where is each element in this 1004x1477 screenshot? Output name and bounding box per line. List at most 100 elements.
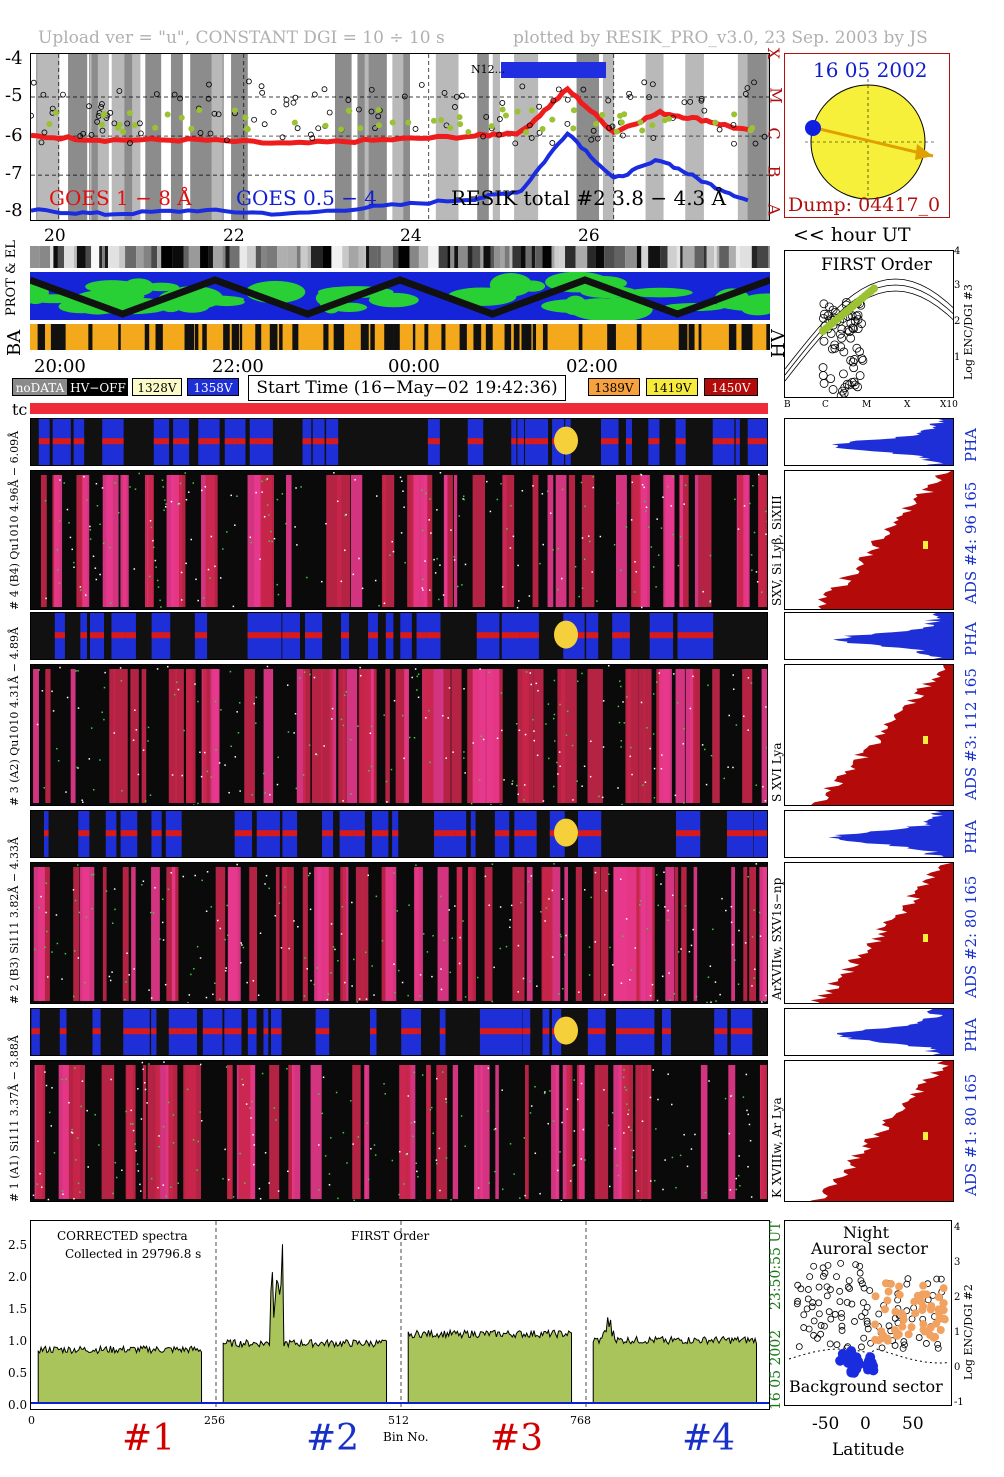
- pha-column: [43, 811, 49, 857]
- spectrogram-pixel: [549, 1090, 551, 1092]
- spectrogram-column: [383, 475, 387, 607]
- spectrogram-pixel: [752, 485, 754, 487]
- spectrogram-pixel: [180, 571, 183, 574]
- legend-nodata: noDATA: [12, 378, 68, 396]
- spectrogram-pixel: [581, 537, 584, 539]
- spectrogram-pixel: [559, 933, 562, 936]
- night-band: [514, 54, 522, 220]
- pha-column: [756, 811, 767, 857]
- spectrogram-pixel: [207, 568, 210, 571]
- spectra-title: CORRECTED spectra: [57, 1229, 188, 1243]
- spectrogram-pixel: [723, 777, 726, 780]
- spectrogram-pixel: [133, 568, 136, 570]
- spectrogram-pixel: [709, 554, 712, 557]
- spectrogram-pixel: [456, 585, 459, 588]
- spectrogram-pixel: [724, 1097, 727, 1100]
- pha-column: [372, 811, 389, 857]
- orbit-ytick: -1: [954, 1397, 964, 1408]
- prot-el-cell: [255, 246, 262, 268]
- spectrogram-pixel: [66, 508, 69, 511]
- spectrogram-pixel: [170, 872, 172, 874]
- pha-column: [38, 419, 50, 465]
- spectrogram-pixel: [499, 947, 502, 950]
- resik-green-point: [617, 112, 624, 119]
- resik-point: [197, 129, 204, 136]
- orbit-point: [815, 1299, 823, 1307]
- background-point: [849, 1367, 860, 1378]
- resik-green-point: [115, 124, 122, 131]
- first-order-point: [830, 340, 840, 350]
- pha-column: [401, 1009, 418, 1055]
- spectrogram-pixel: [197, 700, 199, 703]
- spectrogram-pixel: [356, 1001, 358, 1003]
- spectrogram-pixel: [344, 981, 346, 984]
- prot-el-cell: [728, 246, 736, 268]
- spectrogram-pixel: [343, 694, 346, 697]
- prot-el-cell: [398, 246, 410, 268]
- spectrogram-pixel: [755, 784, 758, 786]
- spectrogram-column: [451, 669, 462, 803]
- spectrogram-pixel: [344, 514, 346, 517]
- prot-el-cell: [125, 246, 137, 268]
- spectrogram-pixel: [521, 489, 524, 492]
- spectrogram-pixel: [560, 1199, 563, 1201]
- first-order-point: [826, 374, 836, 383]
- orbit-point: [827, 1315, 835, 1323]
- spectrogram-pixel: [544, 920, 546, 922]
- first-order-point: [837, 333, 847, 343]
- spectrogram-pixel: [277, 593, 280, 596]
- orbit-point: [833, 1273, 840, 1281]
- first-order-point: [839, 388, 849, 397]
- spectrogram-pixel: [77, 1182, 80, 1185]
- hour-axis-label: << hour UT: [793, 224, 911, 246]
- resik-point: [206, 81, 212, 88]
- pha-column: [341, 613, 350, 659]
- spectrogram-pixel: [626, 696, 628, 698]
- spectrogram-pixel: [177, 1182, 180, 1184]
- spectrogram-column: [338, 475, 351, 607]
- pha-column: [738, 811, 754, 857]
- spectrogram-pixel: [277, 756, 279, 759]
- spectrogram-column: [633, 867, 640, 1001]
- spectrogram-pixel: [262, 772, 265, 775]
- spectrogram-pixel: [250, 541, 253, 544]
- spectrogram-pixel: [71, 1128, 73, 1131]
- pha-column: [510, 1009, 516, 1055]
- spectrogram-pixel: [62, 1193, 64, 1195]
- spectrogram-pixel: [552, 717, 555, 720]
- spectrogram-pixel: [150, 997, 153, 999]
- spectrogram-pixel: [52, 710, 55, 712]
- spectrogram-pixel: [440, 988, 443, 991]
- spectrogram-pixel: [226, 904, 228, 907]
- spectrogram-pixel: [105, 890, 108, 892]
- spectrogram-pixel: [710, 754, 713, 757]
- spectrogram-pixel: [148, 989, 150, 991]
- prot-el-cell: [296, 246, 301, 268]
- spectrogram-pixel: [101, 487, 104, 489]
- first-order-point: [819, 379, 829, 388]
- resik-point: [549, 140, 556, 146]
- prot-el-blob: [79, 291, 145, 302]
- pha-column: [341, 811, 354, 857]
- prot-el-cell: [467, 246, 473, 268]
- ba-cell: [231, 324, 240, 350]
- spectrogram-pixel: [187, 1002, 189, 1003]
- spectrogram-pixel: [227, 1178, 230, 1181]
- first-order-point: [819, 313, 828, 323]
- spectrogram-pixel: [728, 805, 730, 806]
- orbit-ytick: 2: [954, 1292, 961, 1303]
- spec-ytick: 2.0: [8, 1270, 28, 1284]
- spectrogram-pixel: [454, 905, 456, 907]
- spectrogram-pixel: [265, 874, 268, 877]
- spectrogram-pixel: [351, 901, 353, 904]
- spectrogram-column: [566, 1065, 573, 1199]
- ba-cell: [524, 324, 532, 350]
- spectrogram-pixel: [104, 671, 106, 674]
- orbit-point: [899, 1344, 907, 1352]
- orbit-point: [838, 1314, 845, 1322]
- spectrogram-pixel: [59, 666, 61, 669]
- pha-column: [265, 613, 282, 659]
- auroral-point: [936, 1326, 945, 1335]
- spectrogram-pixel: [758, 911, 761, 914]
- spectrogram-column: [472, 475, 486, 607]
